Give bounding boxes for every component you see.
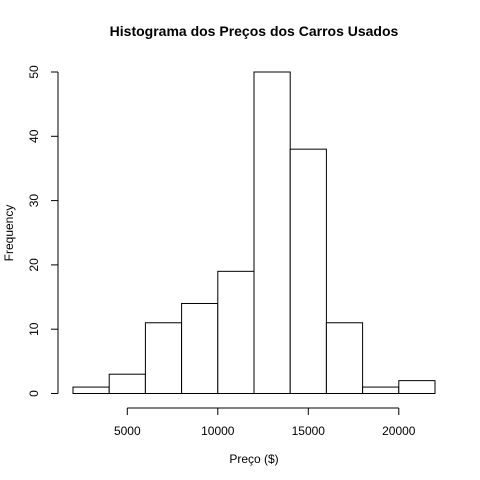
histogram-bar [325,322,364,394]
y-tick-label: 30 [27,194,41,208]
histogram-bar [289,148,327,394]
y-axis-label: Frequency [2,205,16,262]
histogram-bar [72,386,110,395]
y-tick-label: 20 [27,258,41,272]
x-tick-label: 20000 [382,424,416,438]
x-axis: 5000 10000 15000 20000 [114,407,416,438]
chart-title: Histograma dos Preços dos Carros Usados [110,23,399,39]
y-tick-label: 40 [27,129,41,143]
histogram-bar [362,386,400,395]
x-tick-label: 10000 [201,424,235,438]
histogram-bar [181,302,219,395]
histogram-bar [253,71,291,394]
bars-group [72,71,436,395]
y-tick-label: 0 [27,390,41,397]
histogram-bar [217,270,255,394]
histogram-bar [144,322,183,394]
histogram-bar [108,373,146,394]
y-axis: 0 10 20 30 40 50 [27,65,59,397]
histogram-bar [398,380,436,395]
y-tick-label: 50 [27,65,41,79]
x-tick-label: 5000 [114,424,141,438]
x-axis-label: Preço ($) [229,452,278,466]
y-tick-label: 10 [27,322,41,336]
x-tick-label: 15000 [292,424,326,438]
